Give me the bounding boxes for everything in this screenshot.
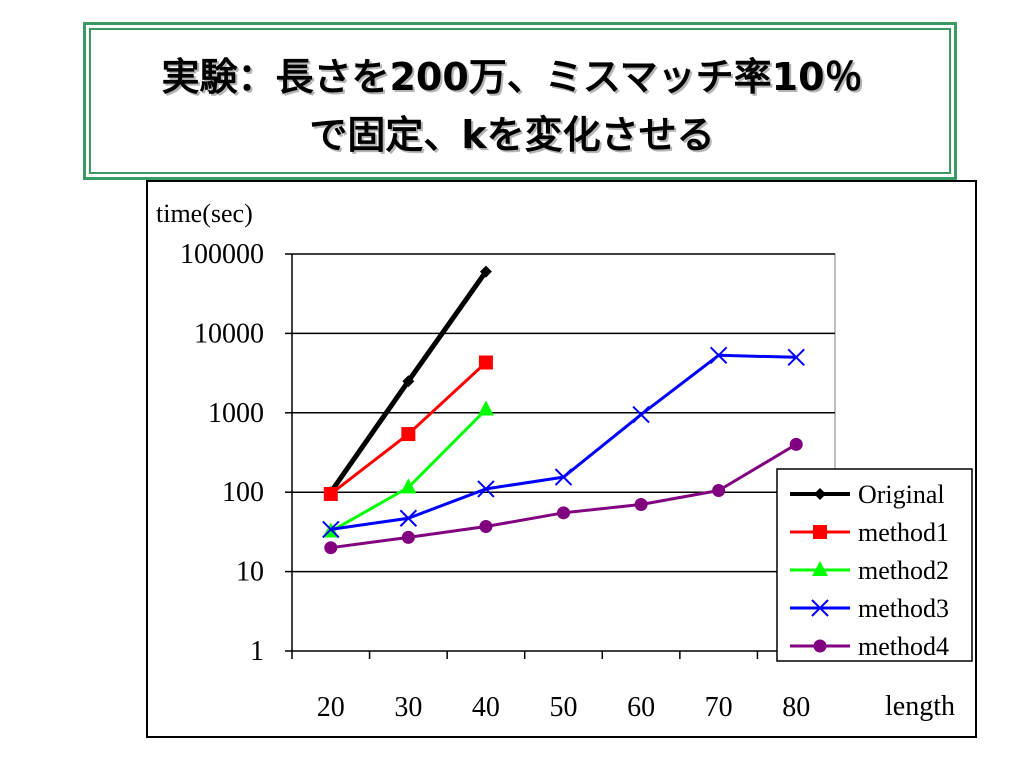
axes bbox=[285, 253, 836, 659]
series-method4 bbox=[324, 437, 803, 555]
data-point bbox=[789, 437, 803, 451]
x-tick-label: 70 bbox=[705, 692, 733, 723]
slide-title-line-1: 実験：長さを200万、ミスマッチ率10％ bbox=[161, 55, 863, 99]
data-point bbox=[401, 530, 415, 544]
y-tick-label: 10 bbox=[236, 557, 264, 588]
legend-label: method1 bbox=[858, 518, 949, 547]
data-point bbox=[401, 427, 416, 442]
series-method3 bbox=[322, 346, 805, 539]
data-point bbox=[322, 520, 340, 539]
data-point bbox=[712, 484, 726, 498]
data-point bbox=[400, 478, 417, 494]
series-group bbox=[322, 265, 805, 555]
data-point bbox=[402, 375, 415, 388]
data-point bbox=[324, 541, 338, 555]
slide-title-box bbox=[83, 22, 957, 180]
x-tick-label: 60 bbox=[627, 692, 655, 723]
plot-area bbox=[291, 253, 836, 652]
legend-label: method2 bbox=[858, 556, 949, 585]
x-tick-label: 40 bbox=[472, 692, 500, 723]
data-point bbox=[787, 348, 805, 367]
y-tick-label: 100000 bbox=[180, 239, 264, 270]
x-tick-label: 20 bbox=[317, 692, 345, 723]
data-point-stroke bbox=[787, 348, 805, 367]
y-tick-labels: 100000 10000 1000 100 10 1 bbox=[180, 239, 264, 667]
legend: Original method1 method2 method3 method4 bbox=[776, 468, 973, 662]
data-point-stroke bbox=[322, 520, 340, 539]
y-tick-label: 10000 bbox=[194, 318, 264, 349]
gridlines bbox=[292, 253, 835, 573]
data-point bbox=[478, 355, 493, 370]
y-tick-label: 1 bbox=[250, 636, 264, 667]
legend-label: method4 bbox=[858, 632, 949, 661]
data-point bbox=[477, 480, 495, 498]
series-method1 bbox=[323, 355, 493, 501]
data-point-stroke bbox=[477, 480, 495, 498]
legend-label: method3 bbox=[858, 594, 949, 623]
data-point bbox=[323, 486, 338, 501]
y-tick-label: 1000 bbox=[208, 398, 264, 429]
x-axis-label: length bbox=[885, 691, 955, 722]
data-point bbox=[632, 405, 650, 424]
data-point-stroke bbox=[399, 509, 418, 527]
data-point bbox=[557, 506, 570, 520]
data-point-stroke bbox=[811, 599, 829, 617]
data-point bbox=[479, 265, 492, 278]
x-tick-label: 50 bbox=[550, 692, 578, 723]
data-point bbox=[477, 400, 494, 416]
data-point-stroke bbox=[554, 468, 573, 486]
legend-item: method2 bbox=[790, 556, 949, 585]
data-point bbox=[479, 519, 493, 533]
data-point bbox=[634, 497, 648, 511]
y-axis-label: time(sec) bbox=[156, 199, 253, 228]
data-point bbox=[709, 346, 728, 364]
x-tick-labels: 20 30 40 50 60 70 80 bbox=[317, 692, 810, 723]
data-point bbox=[814, 488, 826, 500]
legend-item: method1 bbox=[790, 518, 949, 547]
y-tick-label: 100 bbox=[222, 477, 264, 508]
data-point bbox=[554, 468, 573, 486]
x-tick-label: 80 bbox=[782, 692, 810, 723]
data-point bbox=[813, 639, 827, 653]
legend-item: method3 bbox=[790, 594, 949, 623]
data-point-stroke bbox=[632, 405, 650, 424]
data-point bbox=[399, 509, 418, 527]
x-tick-label: 30 bbox=[394, 692, 422, 723]
data-point bbox=[811, 599, 829, 617]
legend-label: Original bbox=[858, 480, 945, 509]
data-point-stroke bbox=[709, 346, 728, 364]
legend-item: method4 bbox=[790, 632, 949, 661]
legend-box bbox=[776, 468, 973, 662]
legend-item: Original bbox=[790, 480, 945, 509]
data-point bbox=[812, 561, 828, 576]
slide-title-line-2: で固定、kを変化させる bbox=[309, 113, 715, 157]
data-point bbox=[813, 525, 827, 539]
